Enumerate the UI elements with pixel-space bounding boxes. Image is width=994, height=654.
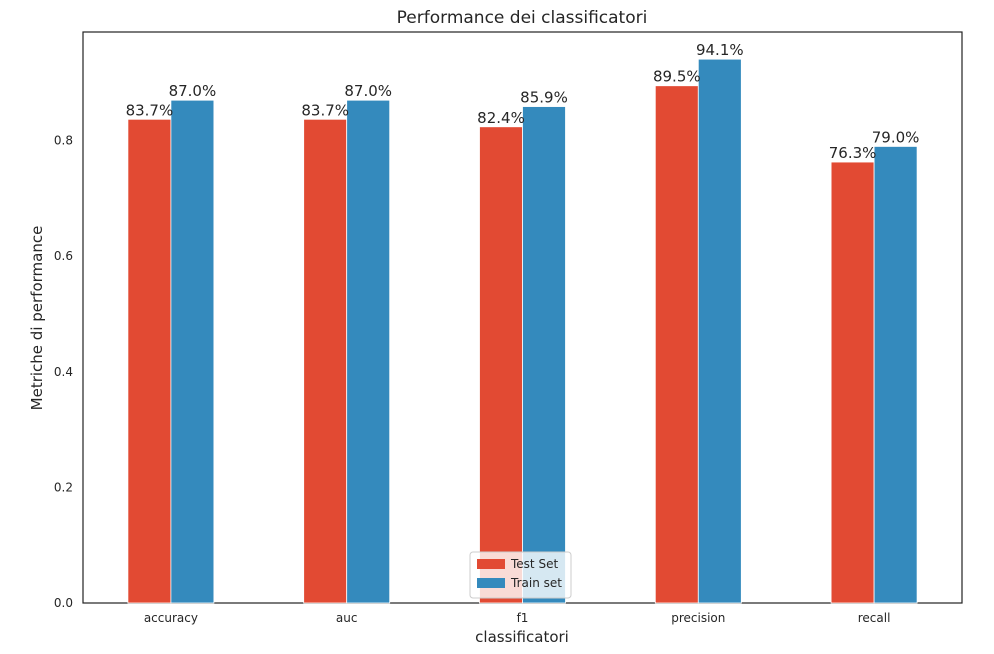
y-tick-label-0-4: 0.4 bbox=[54, 365, 73, 379]
bar-train-set-precision bbox=[697, 58, 742, 604]
y-tick-label-0-6: 0.6 bbox=[54, 249, 73, 263]
x-axis-label: classificatori bbox=[475, 628, 569, 646]
data-labels-layer: 83.7%87.0%83.7%87.0%82.4%85.9%89.5%94.1%… bbox=[126, 41, 920, 162]
bar-train-set-recall bbox=[873, 146, 918, 604]
legend: Test Set Train set bbox=[469, 551, 572, 599]
x-ticks-layer: accuracy auc f1 precision recall bbox=[144, 611, 891, 625]
bar-train-set-auc bbox=[346, 99, 391, 604]
data-label-test-set-accuracy: 83.7% bbox=[126, 101, 174, 119]
x-tick-label-auc: auc bbox=[336, 611, 358, 625]
data-label-train-set-accuracy: 87.0% bbox=[169, 82, 217, 100]
y-axis-label: Metriche di performance bbox=[28, 226, 46, 411]
bar-test-set-auc bbox=[303, 118, 348, 604]
data-label-train-set-f1: 85.9% bbox=[520, 89, 568, 107]
data-label-train-set-auc: 87.0% bbox=[344, 82, 392, 100]
bar-test-set-f1 bbox=[479, 126, 523, 604]
bar-train-set-f1 bbox=[522, 106, 566, 604]
x-tick-label-accuracy: accuracy bbox=[144, 611, 198, 625]
legend-swatch-train-set bbox=[477, 578, 505, 588]
bars-layer bbox=[127, 58, 918, 604]
data-label-train-set-recall: 79.0% bbox=[872, 128, 920, 146]
x-tick-label-f1: f1 bbox=[517, 611, 529, 625]
legend-swatch-test-set bbox=[477, 559, 505, 569]
x-tick-label-recall: recall bbox=[858, 611, 891, 625]
legend-label-train-set: Train set bbox=[510, 576, 562, 590]
bar-test-set-recall bbox=[830, 161, 875, 604]
bar-test-set-accuracy bbox=[127, 118, 172, 604]
data-label-test-set-recall: 76.3% bbox=[829, 144, 877, 162]
data-label-train-set-precision: 94.1% bbox=[696, 41, 744, 59]
y-tick-label-0-2: 0.2 bbox=[54, 480, 73, 494]
data-label-test-set-auc: 83.7% bbox=[301, 101, 349, 119]
legend-label-test-set: Test Set bbox=[510, 557, 558, 571]
data-label-test-set-f1: 82.4% bbox=[477, 109, 525, 127]
data-label-test-set-precision: 89.5% bbox=[653, 68, 701, 86]
y-ticks-layer: 0.0 0.2 0.4 0.6 0.8 bbox=[54, 134, 73, 610]
bar-test-set-precision bbox=[654, 85, 699, 604]
x-tick-label-precision: precision bbox=[671, 611, 725, 625]
y-tick-label-0: 0.0 bbox=[54, 596, 73, 610]
chart-title: Performance dei classificatori bbox=[397, 8, 648, 28]
bar-train-set-accuracy bbox=[170, 99, 215, 604]
y-tick-label-0-8: 0.8 bbox=[54, 134, 73, 148]
